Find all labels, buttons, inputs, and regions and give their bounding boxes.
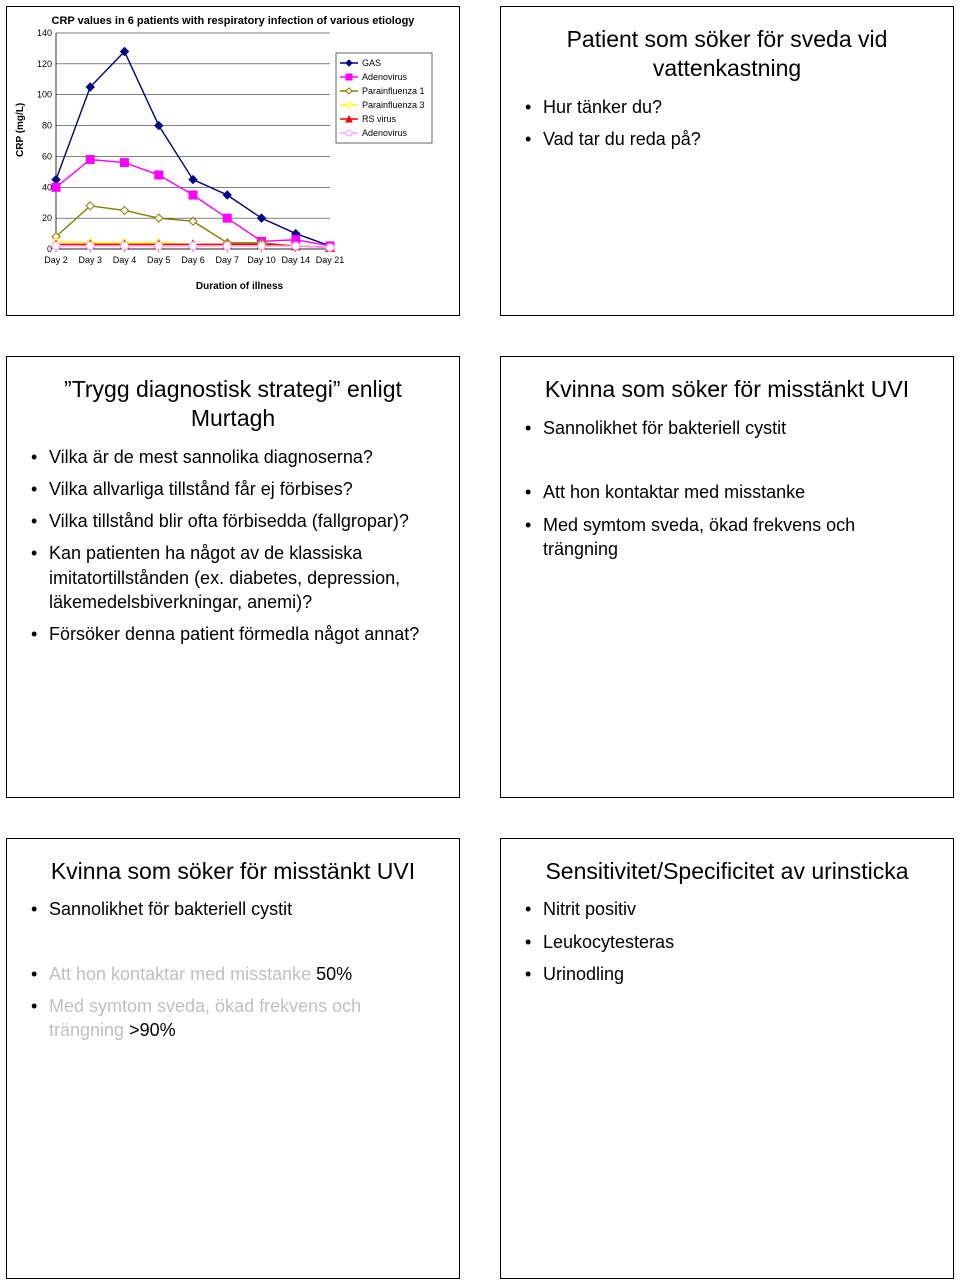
slide-urinsticka: Sensitivitet/Specificitet av urinsticka …	[500, 838, 954, 1280]
svg-text:140: 140	[37, 29, 52, 38]
slide-title: Patient som söker för sveda vid vattenka…	[525, 25, 929, 83]
bullet-list: Hur tänker du? Vad tar du reda på?	[525, 95, 929, 160]
chart-title: CRP values in 6 patients with respirator…	[15, 15, 451, 27]
bullet: Med symtom sveda, ökad frekvens och trän…	[31, 994, 435, 1043]
chart-ylabel: CRP (mg/L)	[15, 29, 26, 311]
bullet: Sannolikhet för bakteriell cystit	[525, 416, 929, 440]
slide-uvi-2: Kvinna som söker för misstänkt UVI Sanno…	[6, 838, 460, 1280]
bullet: Vilka är de mest sannolika diagnoserna?	[31, 445, 435, 469]
svg-text:Adenovirus: Adenovirus	[362, 72, 408, 82]
svg-text:100: 100	[37, 90, 52, 100]
svg-text:Day 14: Day 14	[281, 255, 310, 265]
bullet: Nitrit positiv	[525, 897, 929, 921]
bullet: Vad tar du reda på?	[525, 127, 929, 151]
slide-patient-sveda: Patient som söker för sveda vid vattenka…	[500, 6, 954, 316]
svg-text:Day 3: Day 3	[78, 255, 102, 265]
slide-murtagh: ”Trygg diagnostisk strategi” enligt Murt…	[6, 356, 460, 798]
bullet-list: Vilka är de mest sannolika diagnoserna? …	[31, 445, 435, 655]
chart-panel: CRP values in 6 patients with respirator…	[6, 6, 460, 316]
slide-title: ”Trygg diagnostisk strategi” enligt Murt…	[31, 375, 435, 433]
bullet: Leukocytesteras	[525, 930, 929, 954]
bullet: Vilka tillstånd blir ofta förbisedda (fa…	[31, 509, 435, 533]
svg-text:GAS: GAS	[362, 58, 381, 68]
svg-text:Parainfluenza 3: Parainfluenza 3	[362, 100, 425, 110]
slide-title: Kvinna som söker för misstänkt UVI	[31, 857, 435, 886]
svg-text:Day 6: Day 6	[181, 255, 205, 265]
chart-svg: 0 20 40 60 80 100 120 140 Day 2 Day 3 Day 4 Day 5 Da…	[28, 29, 438, 279]
svg-text:RS virus: RS virus	[362, 114, 397, 124]
svg-text:Day 7: Day 7	[215, 255, 239, 265]
svg-text:Day 21: Day 21	[316, 255, 345, 265]
svg-text:Day 2: Day 2	[44, 255, 68, 265]
svg-text:20: 20	[42, 213, 52, 223]
svg-text:Adenovirus: Adenovirus	[362, 128, 408, 138]
bullet-list: Nitrit positiv Leukocytesteras Urinodlin…	[525, 897, 929, 994]
svg-text:60: 60	[42, 151, 52, 161]
bullet-list: Sannolikhet för bakteriell cystit _ Att …	[525, 416, 929, 569]
svg-text:40: 40	[42, 182, 52, 192]
svg-text:0: 0	[47, 244, 52, 254]
bullet: Urinodling	[525, 962, 929, 986]
chart-xlabel: Duration of illness	[28, 281, 451, 292]
bullet: Att hon kontaktar med misstanke	[525, 480, 929, 504]
svg-text:Day 4: Day 4	[113, 255, 137, 265]
svg-text:Parainfluenza 1: Parainfluenza 1	[362, 86, 425, 96]
svg-text:Day 5: Day 5	[147, 255, 171, 265]
bullet-list: Sannolikhet för bakteriell cystit_Att ho…	[31, 897, 435, 1050]
svg-text:80: 80	[42, 121, 52, 131]
svg-text:Day 10: Day 10	[247, 255, 276, 265]
slide-title: Kvinna som söker för misstänkt UVI	[525, 375, 929, 404]
bullet: Sannolikhet för bakteriell cystit	[31, 897, 435, 921]
bullet: Försöker denna patient förmedla något an…	[31, 622, 435, 646]
bullet: Hur tänker du?	[525, 95, 929, 119]
bullet: Med symtom sveda, ökad frekvens och trän…	[525, 513, 929, 562]
bullet: Vilka allvarliga tillstånd får ej förbis…	[31, 477, 435, 501]
slide-uvi-1: Kvinna som söker för misstänkt UVI Sanno…	[500, 356, 954, 798]
bullet: Att hon kontaktar med misstanke 50%	[31, 962, 435, 986]
svg-text:120: 120	[37, 59, 52, 69]
slide-title: Sensitivitet/Specificitet av urinsticka	[525, 857, 929, 886]
bullet: Kan patienten ha något av de klassiska i…	[31, 541, 435, 614]
